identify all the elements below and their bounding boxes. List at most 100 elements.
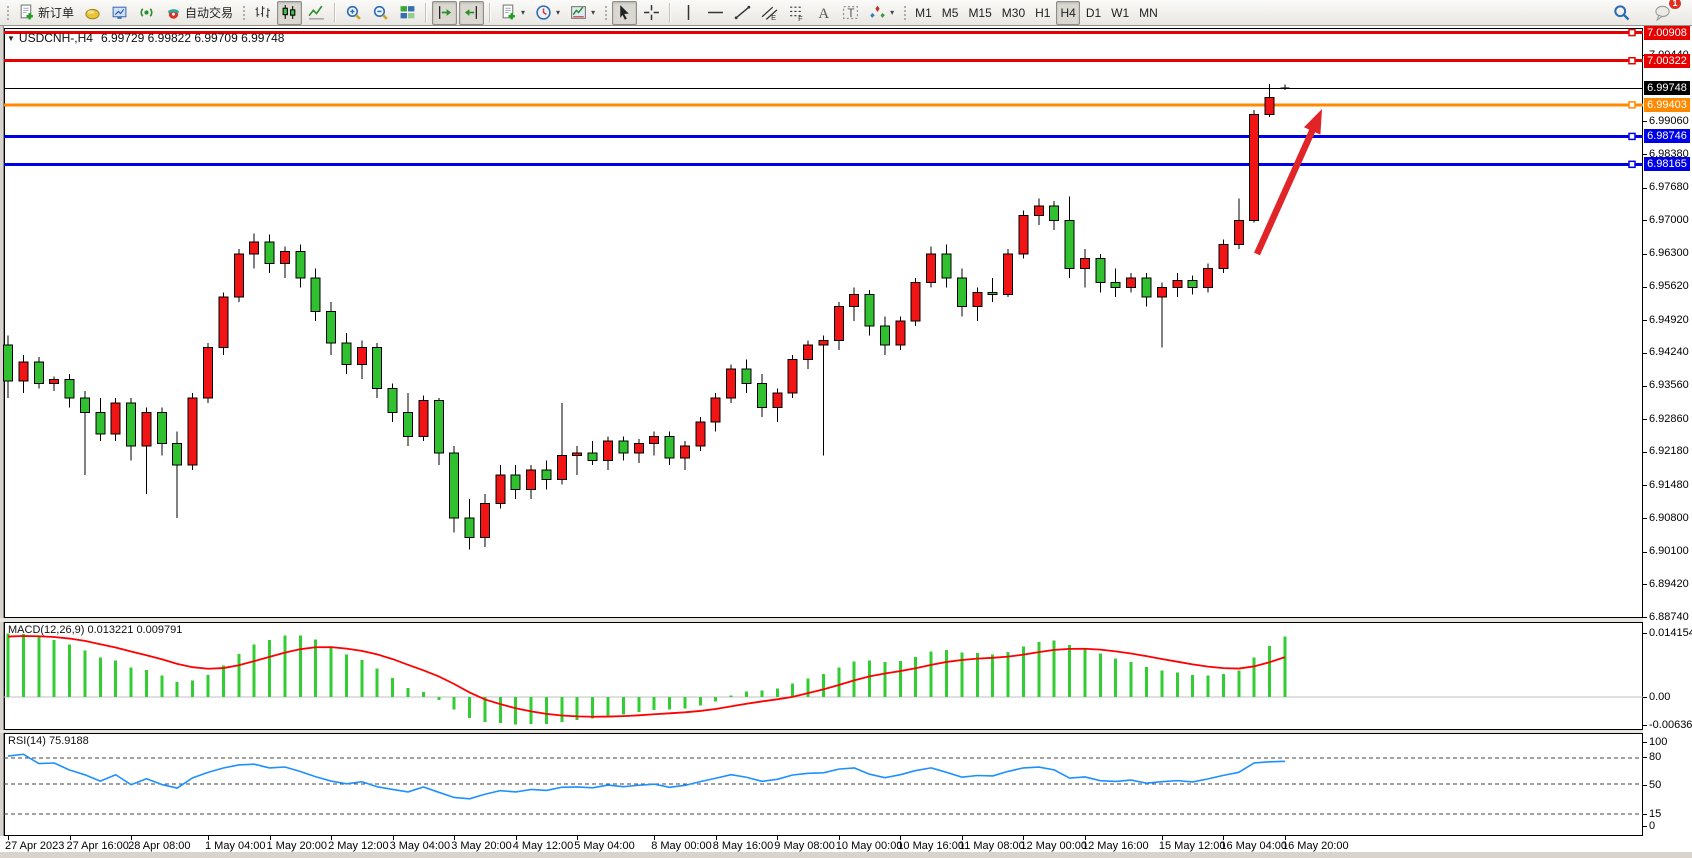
- chevron-down-icon[interactable]: ▾: [556, 8, 561, 17]
- main-chart-pane[interactable]: [4, 28, 1643, 618]
- period-w1-button[interactable]: W1: [1107, 1, 1133, 25]
- macd-label: MACD(12,26,9) 0.013221 0.009791: [8, 624, 182, 636]
- signals-button[interactable]: [134, 1, 159, 25]
- zoom-in-button[interactable]: [341, 1, 366, 25]
- arrows-icon: [869, 4, 886, 21]
- new-order-button[interactable]: 新订单: [14, 1, 78, 25]
- pane-splitter[interactable]: [0, 618, 1692, 622]
- vertical-line-icon: [680, 4, 697, 21]
- collapse-triangle-icon[interactable]: ▼: [7, 34, 15, 43]
- period-h1-button[interactable]: H1: [1031, 1, 1054, 25]
- chevron-down-icon[interactable]: ▾: [521, 8, 526, 17]
- button-label: H1: [1035, 5, 1051, 20]
- period-d1-button[interactable]: D1: [1082, 1, 1105, 25]
- bar-chart-button[interactable]: [250, 1, 275, 25]
- button-label: M15: [968, 5, 992, 20]
- window-bottom-border: [0, 852, 1692, 858]
- pane-splitter[interactable]: [0, 730, 1692, 733]
- search-button[interactable]: [1609, 1, 1634, 25]
- button-label: M30: [1001, 5, 1026, 20]
- button-label: W1: [1111, 5, 1130, 20]
- chart-shift-icon: [436, 4, 453, 21]
- toolbar-separator: [489, 2, 492, 23]
- chevron-down-icon[interactable]: ▾: [591, 8, 596, 17]
- zoom-out-button[interactable]: [368, 1, 393, 25]
- window-left-border: [0, 26, 4, 858]
- rsi-pane[interactable]: [4, 733, 1643, 836]
- chevron-down-icon[interactable]: ▾: [890, 8, 895, 17]
- line-chart-icon: [308, 4, 325, 21]
- rsi-label: RSI(14) 75.9188: [8, 735, 89, 747]
- button-label: M1: [915, 5, 932, 20]
- periods-icon: [535, 4, 552, 21]
- auto-scroll-button[interactable]: [459, 0, 485, 25]
- toolbar-drag-handle[interactable]: [241, 3, 247, 22]
- period-mn-button[interactable]: MN: [1135, 1, 1162, 25]
- tile-windows-button[interactable]: [395, 1, 420, 25]
- tile-windows-icon: [399, 4, 416, 21]
- period-m15-button[interactable]: M15: [964, 1, 995, 25]
- market-watch-icon: [111, 4, 128, 21]
- period-m1-button[interactable]: M1: [911, 1, 936, 25]
- vertical-line-button[interactable]: [676, 1, 701, 25]
- toolbar-drag-handle[interactable]: [902, 3, 908, 22]
- toolbar-separator: [334, 2, 337, 23]
- trendline-icon: [734, 4, 751, 21]
- text-label-icon: T: [842, 4, 859, 21]
- svg-text:E: E: [771, 13, 776, 21]
- chat-button[interactable]: 1: [1650, 0, 1682, 25]
- chart-title: ▼ USDCNH-,H4 6.99729 6.99822 6.99709 6.997…: [7, 31, 284, 45]
- cursor-button[interactable]: [612, 0, 638, 25]
- text-label-button[interactable]: T: [838, 1, 863, 25]
- price-axis[interactable]: [1643, 26, 1692, 838]
- toolbar-drag-handle[interactable]: [603, 3, 609, 22]
- crosshair-button[interactable]: [639, 1, 664, 25]
- chart-style-button[interactable]: [80, 1, 105, 25]
- market-watch-button[interactable]: [107, 1, 132, 25]
- horizontal-line-button[interactable]: [703, 1, 728, 25]
- text-icon: A: [815, 4, 832, 21]
- zoom-in-icon: [345, 4, 362, 21]
- toolbar-separator: [425, 2, 428, 23]
- arrows-button[interactable]: ▾: [865, 1, 898, 25]
- chat-icon: [1654, 4, 1671, 21]
- symbol-timeframe-label: USDCNH-,H4: [18, 31, 93, 45]
- trendline-button[interactable]: [730, 1, 755, 25]
- line-chart-button[interactable]: [304, 1, 329, 25]
- horizontal-line-icon: [707, 4, 724, 21]
- auto-trading-button[interactable]: 自动交易: [161, 1, 237, 25]
- candlestick-chart-button[interactable]: [277, 0, 303, 25]
- periods-button[interactable]: ▾: [531, 1, 564, 25]
- ohlc-values: 6.99729 6.99822 6.99709 6.99748: [100, 31, 285, 45]
- macd-name: MACD(12,26,9): [8, 624, 85, 636]
- zoom-out-icon: [372, 4, 389, 21]
- period-m30-button[interactable]: M30: [998, 1, 1029, 25]
- templates-icon: [570, 4, 587, 21]
- bar-chart-icon: [254, 4, 271, 21]
- chart-shift-button[interactable]: [432, 0, 458, 25]
- toolbar-drag-handle[interactable]: [5, 3, 10, 22]
- main-toolbar: 新订单 自动交易 ▾ ▾ ▾ E F A T ▾ M1 M5 M15 M30 H1 H4 D1 W1 MN 1: [0, 0, 1692, 26]
- time-axis[interactable]: [0, 836, 1692, 852]
- period-m5-button[interactable]: M5: [938, 1, 963, 25]
- equidistant-channel-button[interactable]: E: [757, 1, 782, 25]
- period-h4-button[interactable]: H4: [1056, 0, 1080, 25]
- fibonacci-button[interactable]: F: [784, 1, 809, 25]
- equidistant-channel-icon: E: [761, 4, 778, 21]
- rsi-name: RSI(14): [8, 735, 46, 747]
- cursor-icon: [616, 4, 633, 21]
- auto-trading-icon: [165, 4, 182, 21]
- notification-badge: 1: [1667, 0, 1682, 10]
- macd-value: 0.013221: [87, 624, 134, 636]
- templates-button[interactable]: ▾: [566, 1, 599, 25]
- fibonacci-icon: F: [788, 4, 805, 21]
- indicators-button[interactable]: ▾: [496, 1, 529, 25]
- button-label: 新订单: [38, 6, 75, 20]
- rsi-value: 75.9188: [48, 735, 89, 747]
- chart-style-icon: [84, 4, 101, 21]
- candlestick-chart-icon: [281, 4, 298, 21]
- text-button[interactable]: A: [811, 1, 836, 25]
- macd-pane[interactable]: [4, 622, 1643, 730]
- auto-scroll-icon: [463, 4, 480, 21]
